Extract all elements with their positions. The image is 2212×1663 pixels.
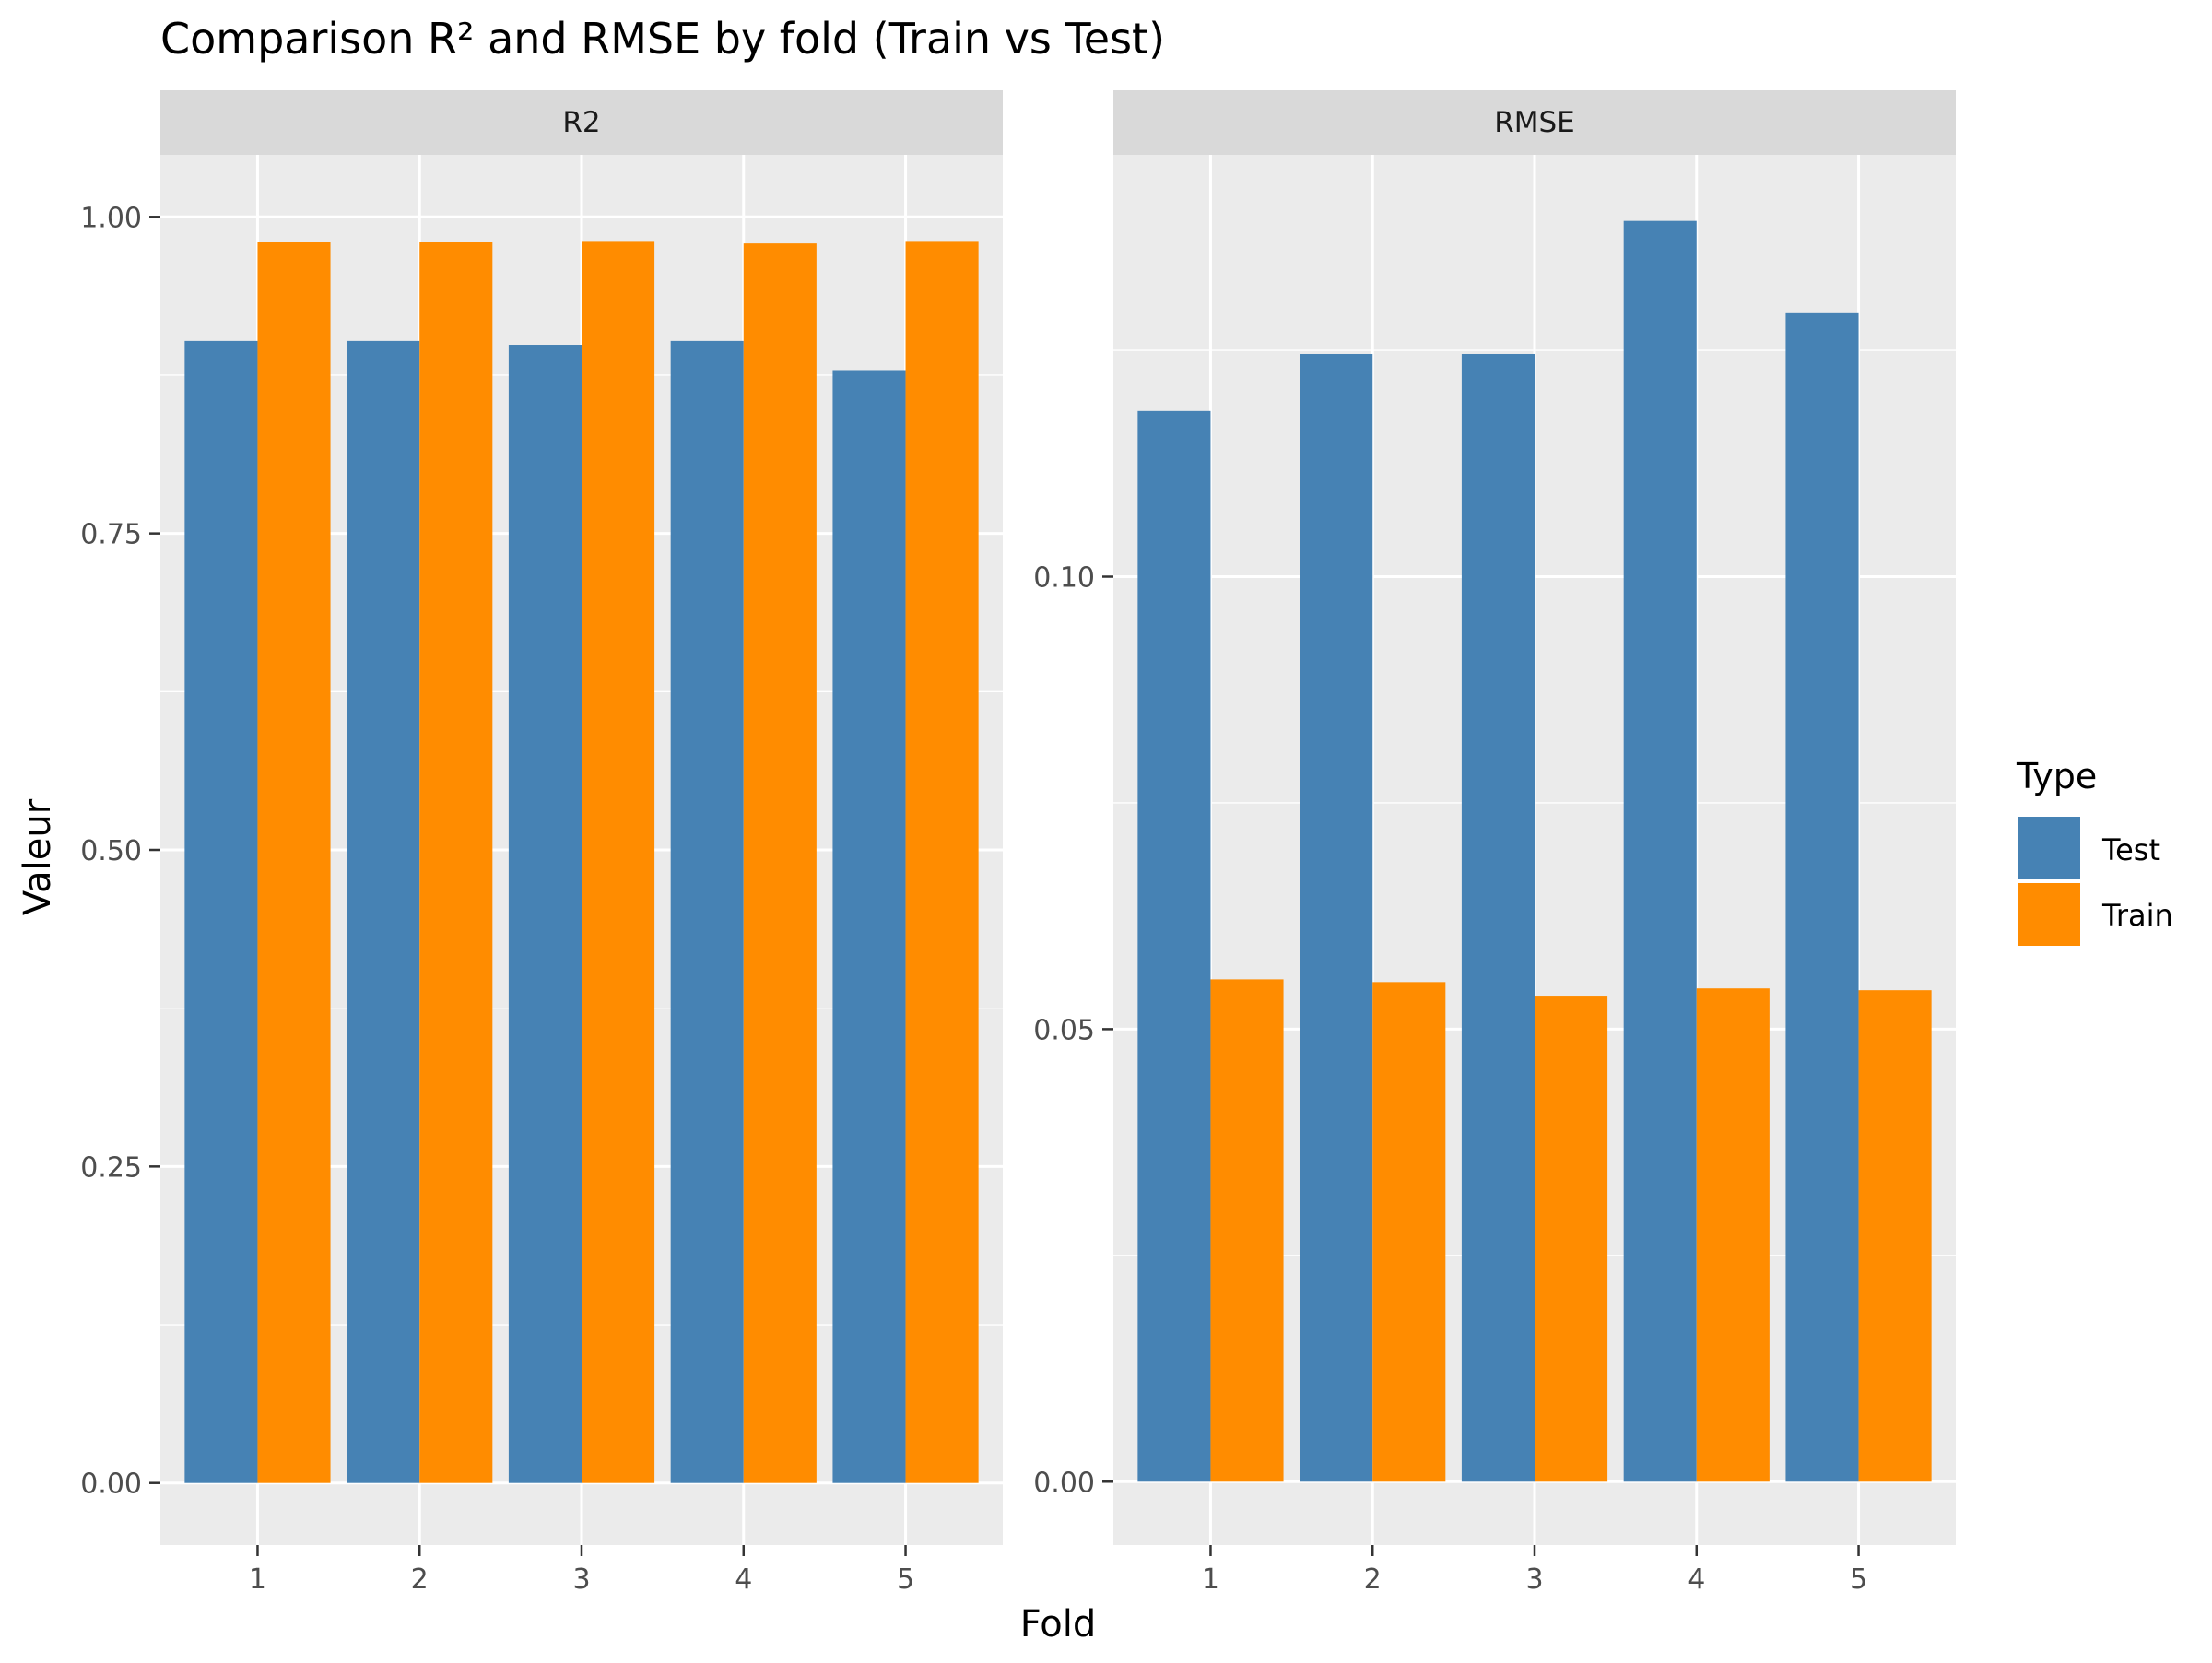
bar-r2-test-fold-3 bbox=[508, 345, 582, 1483]
bar-r2-train-fold-5 bbox=[905, 241, 979, 1483]
x-tick-label-r2: 3 bbox=[572, 1563, 590, 1596]
legend-key-train bbox=[2016, 881, 2082, 948]
facet-panels: R2 0.00 0.25 0.50 0.75 1.00 1 2 3 4 5 RMSE 0.00 0.05 0… bbox=[80, 90, 1956, 1596]
chart-title: Comparison R² and RMSE by fold (Train vs… bbox=[160, 14, 1165, 64]
bar-rmse-test-fold-1 bbox=[1137, 410, 1211, 1482]
bar-rmse-test-fold-4 bbox=[1623, 220, 1697, 1482]
x-tick-label-r2: 5 bbox=[897, 1563, 914, 1596]
bar-r2-test-fold-5 bbox=[832, 370, 906, 1483]
y-tick-label-r2: 0.25 bbox=[80, 1151, 142, 1184]
y-tick-label-rmse: 0.00 bbox=[1033, 1467, 1095, 1499]
facet-strip-label-r2: R2 bbox=[562, 106, 600, 139]
y-tick-label-r2: 0.75 bbox=[80, 519, 142, 551]
y-tick-label-r2: 1.00 bbox=[80, 202, 142, 234]
facet-strip-r2 bbox=[160, 90, 1003, 155]
legend-label-train: Train bbox=[2101, 898, 2173, 933]
y-tick-label-r2: 0.00 bbox=[80, 1468, 142, 1501]
legend: Type Test Train bbox=[2016, 756, 2173, 948]
panel-r2: R2 0.00 0.25 0.50 0.75 1.00 1 2 3 4 5 bbox=[80, 90, 1003, 1596]
bar-r2-test-fold-1 bbox=[184, 340, 258, 1483]
x-axis-label: Fold bbox=[1020, 1603, 1097, 1645]
bar-rmse-test-fold-5 bbox=[1785, 312, 1859, 1482]
bar-rmse-train-fold-5 bbox=[1858, 990, 1932, 1482]
x-tick-label-rmse: 4 bbox=[1688, 1563, 1705, 1596]
bar-rmse-train-fold-2 bbox=[1372, 982, 1446, 1482]
x-tick-label-r2: 4 bbox=[735, 1563, 752, 1596]
x-tick-label-rmse: 5 bbox=[1850, 1563, 1867, 1596]
legend-title: Type bbox=[2016, 756, 2097, 796]
y-tick-label-r2: 0.50 bbox=[80, 835, 142, 867]
bar-rmse-train-fold-1 bbox=[1210, 979, 1284, 1482]
bar-r2-train-fold-3 bbox=[582, 241, 655, 1483]
facet-strip-label-rmse: RMSE bbox=[1494, 106, 1575, 139]
legend-label-test: Test bbox=[2101, 832, 2160, 867]
x-tick-label-rmse: 2 bbox=[1364, 1563, 1382, 1596]
facet-strip-rmse bbox=[1113, 90, 1956, 155]
bar-r2-test-fold-2 bbox=[347, 340, 420, 1483]
bar-rmse-test-fold-2 bbox=[1300, 353, 1373, 1482]
y-tick-label-rmse: 0.05 bbox=[1033, 1014, 1095, 1046]
x-tick-label-r2: 2 bbox=[411, 1563, 429, 1596]
x-tick-label-rmse: 1 bbox=[1202, 1563, 1219, 1596]
y-tick-label-rmse: 0.10 bbox=[1033, 562, 1095, 595]
bar-r2-train-fold-4 bbox=[743, 243, 817, 1483]
legend-key-test bbox=[2016, 815, 2082, 881]
x-tick-label-r2: 1 bbox=[249, 1563, 266, 1596]
bar-rmse-train-fold-3 bbox=[1535, 996, 1608, 1482]
bar-rmse-train-fold-4 bbox=[1696, 988, 1770, 1482]
bar-rmse-test-fold-3 bbox=[1461, 353, 1535, 1482]
panel-rmse: RMSE 0.00 0.05 0.10 1 2 3 4 5 bbox=[1033, 90, 1956, 1596]
bar-r2-test-fold-4 bbox=[670, 340, 744, 1483]
bar-r2-train-fold-2 bbox=[419, 242, 493, 1483]
x-tick-label-rmse: 3 bbox=[1525, 1563, 1543, 1596]
bar-r2-train-fold-1 bbox=[257, 242, 331, 1483]
y-axis-label: Valeur bbox=[17, 798, 59, 915]
